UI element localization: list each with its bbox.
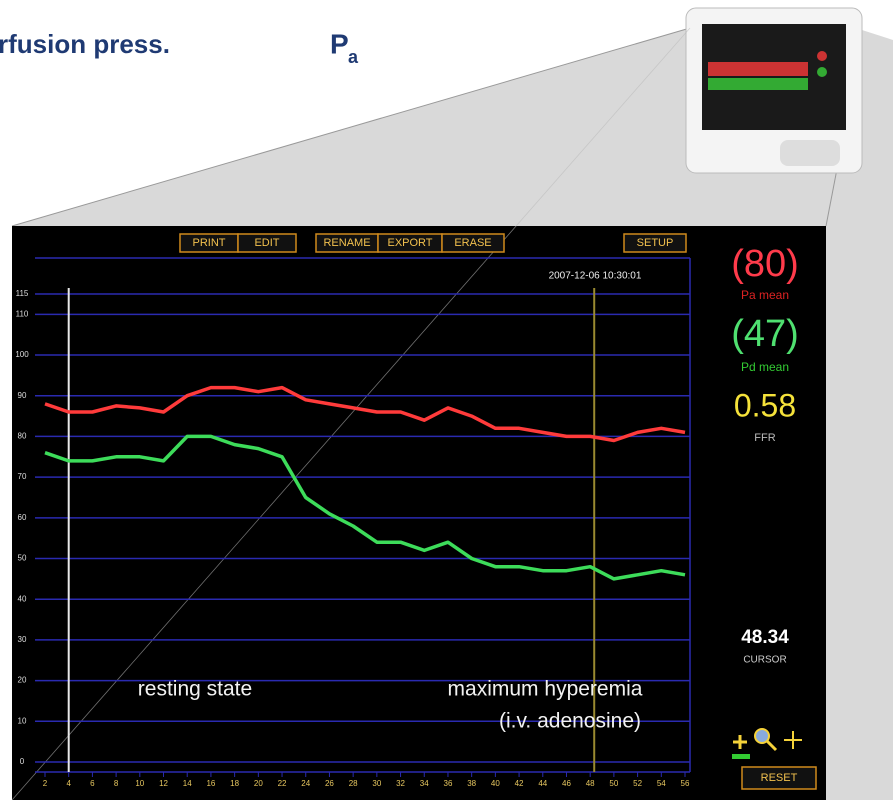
menu-button[interactable]: EDIT: [238, 234, 296, 252]
y-tick-label: 110: [16, 309, 29, 318]
menu-button[interactable]: PRINT: [180, 234, 238, 252]
pd-readout: (47): [731, 313, 799, 355]
y-tick-label: 70: [18, 472, 27, 481]
annotation: maximum hyperemia: [448, 678, 643, 701]
x-tick-label: 8: [114, 779, 119, 788]
screen: [12, 226, 826, 800]
reset-label: RESET: [761, 772, 798, 784]
monitor-thumbnail: [686, 8, 862, 173]
button-label: PRINT: [193, 237, 226, 249]
annotation: resting state: [138, 678, 252, 701]
symbol: P: [330, 28, 349, 59]
reset-button[interactable]: RESET: [742, 767, 816, 789]
x-tick-label: 20: [254, 779, 263, 788]
x-tick-label: 22: [278, 779, 287, 788]
x-tick-label: 2: [43, 779, 48, 788]
x-tick-label: 18: [230, 779, 239, 788]
x-tick-label: 54: [657, 779, 666, 788]
cursor-readout: 48.34: [741, 627, 789, 648]
y-tick-label: 50: [18, 554, 27, 563]
x-tick-label: 26: [325, 779, 334, 788]
y-tick-label: 80: [18, 432, 27, 441]
menu-button[interactable]: SETUP: [624, 234, 686, 252]
button-label: EXPORT: [387, 237, 432, 249]
y-tick-label: 10: [18, 716, 27, 725]
x-tick-label: 42: [515, 779, 524, 788]
ffr-label: FFR: [754, 432, 775, 444]
x-tick-label: 48: [586, 779, 595, 788]
x-tick-label: 10: [135, 779, 144, 788]
title: rfusion press.: [0, 29, 170, 59]
x-tick-label: 34: [420, 779, 429, 788]
button-label: EDIT: [254, 237, 279, 249]
cursor-label: CURSOR: [743, 655, 786, 666]
x-tick-label: 6: [90, 779, 95, 788]
timestamp: 2007-12-06 10:30:01: [549, 271, 642, 282]
y-tick-label: 60: [18, 513, 27, 522]
menu-button[interactable]: EXPORT: [378, 234, 442, 252]
x-tick-label: 14: [183, 779, 192, 788]
x-tick-label: 4: [66, 779, 71, 788]
y-tick-label: 40: [18, 594, 27, 603]
button-label: RENAME: [323, 237, 370, 249]
y-tick-label: 30: [18, 635, 27, 644]
x-tick-label: 28: [349, 779, 358, 788]
symbol-subscript: a: [348, 47, 359, 67]
pa-label: Pa mean: [741, 288, 789, 302]
x-tick-label: 40: [491, 779, 500, 788]
x-tick-label: 16: [206, 779, 215, 788]
x-tick-label: 56: [681, 779, 690, 788]
x-tick-label: 44: [538, 779, 547, 788]
pa-readout: (80): [731, 243, 799, 285]
y-tick-label: 20: [18, 676, 27, 685]
y-tick-label: 0: [20, 757, 25, 766]
x-tick-label: 30: [372, 779, 381, 788]
x-tick-label: 12: [159, 779, 168, 788]
menu-button[interactable]: RENAME: [316, 234, 378, 252]
y-tick-label: 100: [15, 350, 29, 359]
x-tick-label: 36: [444, 779, 453, 788]
x-tick-label: 38: [467, 779, 476, 788]
ffr-readout: 0.58: [734, 387, 796, 423]
y-tick-label: 90: [18, 391, 27, 400]
page: rfusion press. P a PRINT EDIT RENAME EXPORT…: [0, 0, 893, 800]
button-label: ERASE: [454, 237, 491, 249]
x-tick-label: 32: [396, 779, 405, 788]
annotation: (i.v. adenosine): [499, 710, 641, 733]
x-tick-label: 50: [609, 779, 618, 788]
x-tick-label: 24: [301, 779, 310, 788]
button-label: SETUP: [637, 237, 674, 249]
y-tick-label: 115: [16, 289, 29, 298]
pd-label: Pd mean: [741, 360, 789, 374]
menu-button[interactable]: ERASE: [442, 234, 504, 252]
x-tick-label: 46: [562, 779, 571, 788]
x-tick-label: 52: [633, 779, 642, 788]
